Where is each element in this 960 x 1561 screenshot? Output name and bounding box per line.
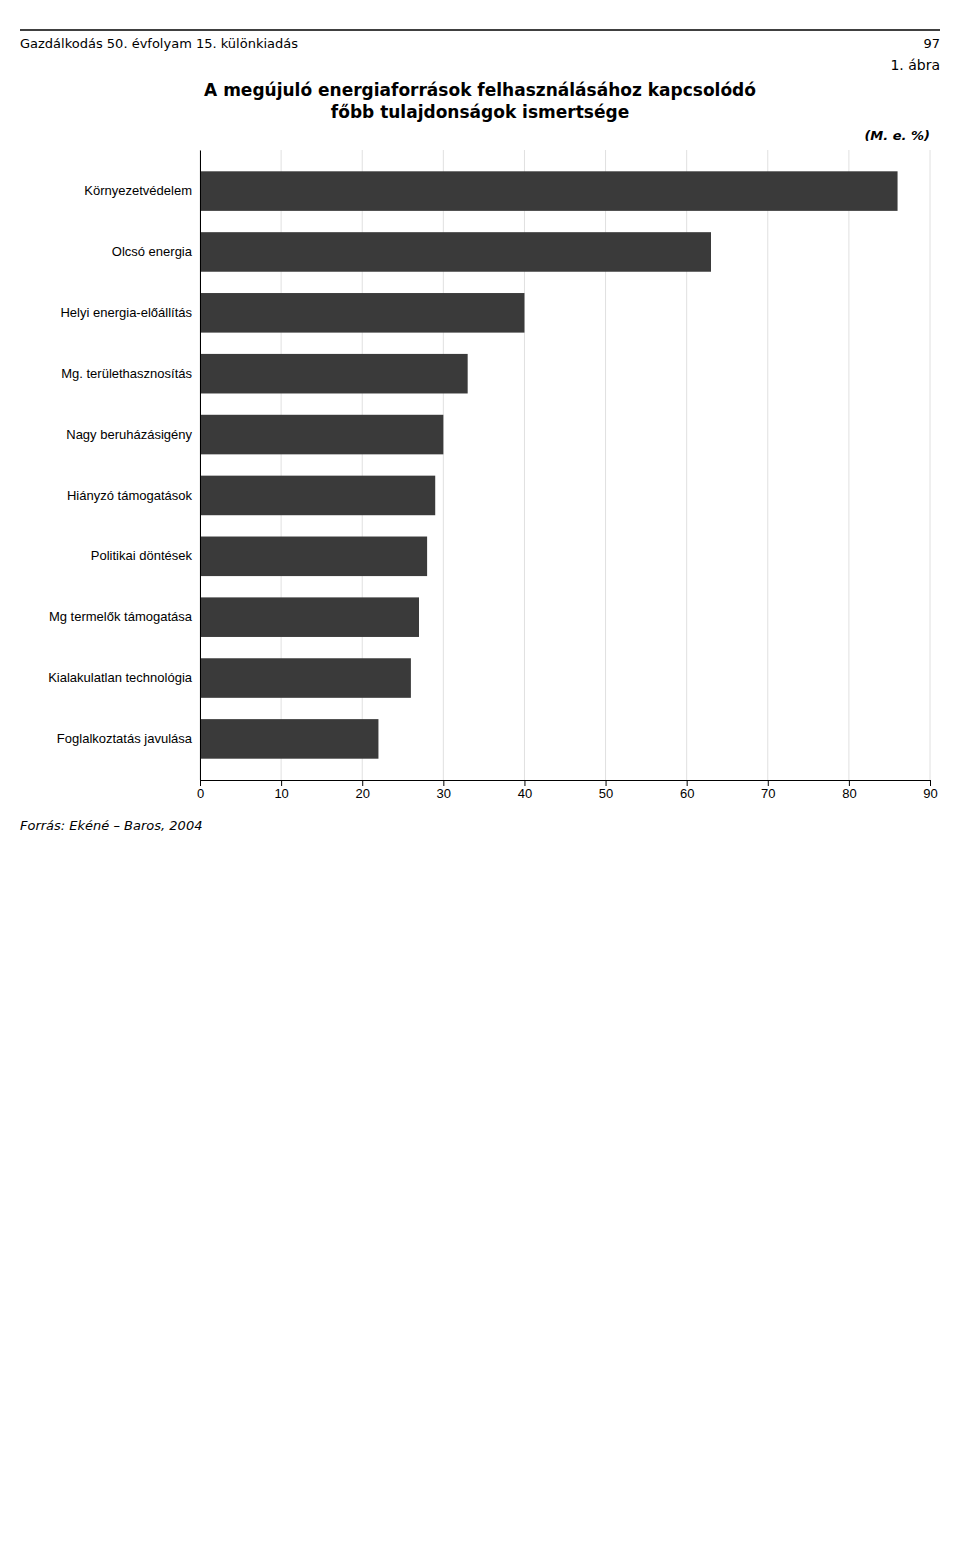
unit-label: (M. e. %) xyxy=(864,128,930,143)
x-tick: 10 xyxy=(274,780,288,801)
x-tick: 60 xyxy=(680,780,694,801)
y-tick: Hiányzó támogatások xyxy=(67,488,200,503)
y-tick-label: Mg termelők támogatása xyxy=(49,609,193,624)
y-axis: Környezetvédelem Olcsó energia Helyi energ… xyxy=(48,151,200,781)
x-tick-label: 80 xyxy=(842,786,856,801)
x-tick-label: 40 xyxy=(518,786,532,801)
y-tick: Foglalkoztatás javulása xyxy=(57,731,200,746)
x-tick: 90 xyxy=(923,780,937,801)
bar xyxy=(200,232,711,272)
bar xyxy=(200,597,419,637)
x-tick-label: 10 xyxy=(274,786,288,801)
y-tick: Mg termelők támogatása xyxy=(49,609,200,624)
y-tick: Politikai döntések xyxy=(91,548,200,563)
y-tick: Helyi energia-előállítás xyxy=(60,305,200,320)
page-number: 97 xyxy=(923,36,940,51)
x-tick-mark xyxy=(606,780,607,786)
x-tick: 0 xyxy=(197,780,204,801)
x-tick-label: 50 xyxy=(599,786,613,801)
y-tick: Olcsó energia xyxy=(112,244,200,259)
x-tick-mark xyxy=(687,780,688,786)
x-tick-label: 70 xyxy=(761,786,775,801)
x-tick-mark xyxy=(849,780,850,786)
grid-line xyxy=(848,150,849,780)
y-tick: Kialakulatlan technológia xyxy=(48,670,200,685)
y-tick: Környezetvédelem xyxy=(84,183,200,198)
header-rule xyxy=(20,29,940,31)
bar xyxy=(200,293,524,333)
y-tick-label: Mg. területhasznosítás xyxy=(61,366,192,381)
y-tick: Mg. területhasznosítás xyxy=(61,366,200,381)
chart: Gazdálkodás 50. évfolyam 15. különkiadás… xyxy=(0,0,960,1561)
grid xyxy=(200,150,930,780)
bar xyxy=(200,171,898,211)
x-tick: 80 xyxy=(842,780,856,801)
grid-line xyxy=(930,150,931,780)
figure-label: 1. ábra xyxy=(890,57,940,73)
bars xyxy=(200,171,898,758)
y-axis-line xyxy=(200,151,201,781)
x-tick-mark xyxy=(524,780,525,786)
y-tick-label: Hiányzó támogatások xyxy=(67,488,193,503)
x-tick: 30 xyxy=(437,780,451,801)
bar xyxy=(200,415,443,455)
x-tick-mark xyxy=(200,780,201,786)
x-tick: 70 xyxy=(761,780,775,801)
x-tick-mark xyxy=(930,780,931,786)
bar xyxy=(200,719,378,759)
x-axis: 0 10 20 30 40 50 60 70 80 90 xyxy=(197,780,938,801)
x-tick-label: 20 xyxy=(355,786,369,801)
bar xyxy=(200,476,435,516)
grid-line xyxy=(767,150,768,780)
bar xyxy=(200,658,411,698)
y-tick: Nagy beruházásigény xyxy=(66,427,200,442)
bar xyxy=(200,354,468,394)
x-tick: 20 xyxy=(355,780,369,801)
x-axis-line xyxy=(201,781,931,787)
x-tick: 40 xyxy=(518,780,532,801)
x-tick-mark xyxy=(281,780,282,786)
y-tick-label: Politikai döntések xyxy=(91,548,193,563)
y-tick-label: Olcsó energia xyxy=(112,244,193,259)
grid-line xyxy=(200,150,201,780)
x-tick-label: 60 xyxy=(680,786,694,801)
y-tick-label: Kialakulatlan technológia xyxy=(48,670,193,685)
source-text: Forrás: Ekéné – Baros, 2004 xyxy=(20,818,202,833)
y-tick-label: Nagy beruházásigény xyxy=(66,427,192,442)
y-tick-label: Foglalkoztatás javulása xyxy=(57,731,193,746)
bar xyxy=(200,537,427,577)
title-line: A megújuló energiaforrások felhasználásá… xyxy=(204,80,756,100)
x-tick-label: 30 xyxy=(437,786,451,801)
title-line: főbb tulajdonságok ismertsége xyxy=(331,102,629,122)
y-tick-label: Környezetvédelem xyxy=(84,183,192,198)
header-text: Gazdálkodás 50. évfolyam 15. különkiadás xyxy=(20,36,298,51)
x-tick-mark xyxy=(362,780,363,786)
plot: 0 10 20 30 40 50 60 70 80 90 Környezetvédelem Olcsó… xyxy=(48,150,938,801)
title: A megújuló energiaforrások felhasználásá… xyxy=(204,80,756,122)
x-tick-label: 90 xyxy=(923,786,937,801)
x-tick: 50 xyxy=(599,780,613,801)
x-tick-label: 0 xyxy=(197,786,204,801)
x-tick-mark xyxy=(768,780,769,786)
y-tick-label: Helyi energia-előállítás xyxy=(60,305,192,320)
x-tick-mark xyxy=(443,780,444,786)
